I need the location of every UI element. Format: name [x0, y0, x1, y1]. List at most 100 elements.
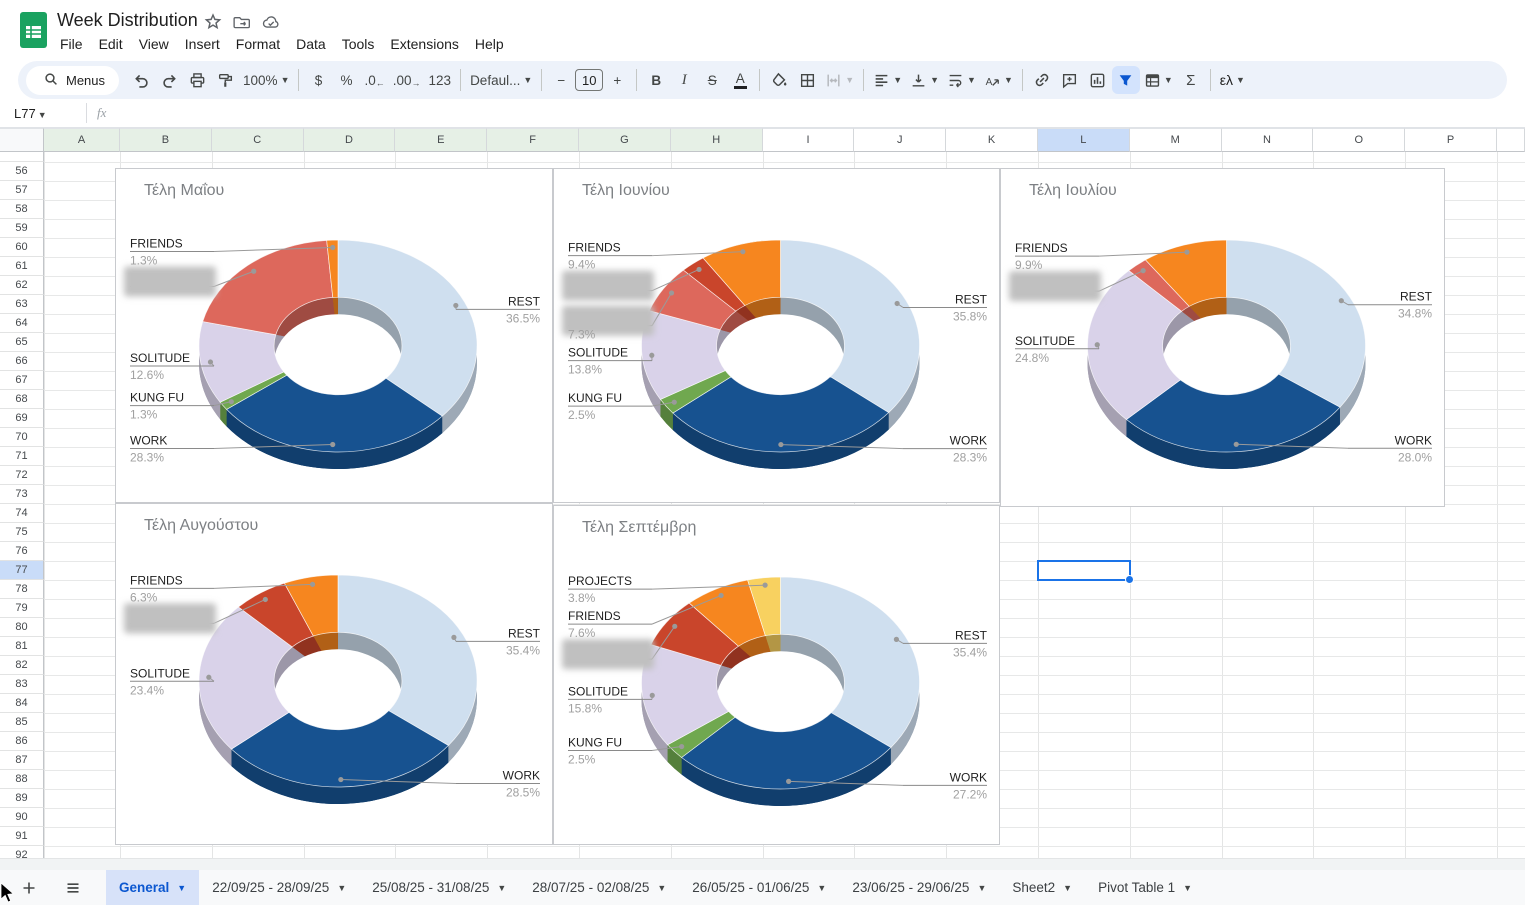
row-header-82[interactable]: 82: [0, 656, 44, 675]
row-header-87[interactable]: 87: [0, 751, 44, 770]
row-header-75[interactable]: 75: [0, 523, 44, 542]
menu-format[interactable]: Format: [228, 33, 288, 55]
row-header-92[interactable]: 92: [0, 846, 44, 858]
select-all-corner[interactable]: [0, 128, 44, 152]
horizontal-scrollbar[interactable]: [0, 858, 1525, 870]
name-box[interactable]: L77▼: [0, 106, 84, 121]
column-header-F[interactable]: F: [487, 128, 579, 152]
increase-font-size-button[interactable]: +: [603, 66, 631, 94]
sheet-tab-28-07-25-02-08-25[interactable]: 28/07/25 - 02/08/25▼: [519, 870, 679, 905]
column-header-O[interactable]: O: [1313, 128, 1405, 152]
sheets-logo-icon[interactable]: [20, 12, 47, 48]
redo-button[interactable]: [155, 66, 183, 94]
sheet-tab-22-09-25-28-09-25[interactable]: 22/09/25 - 28/09/25▼: [199, 870, 359, 905]
menu-edit[interactable]: Edit: [91, 33, 131, 55]
column-header-D[interactable]: D: [304, 128, 396, 152]
paint-format-button[interactable]: [211, 66, 239, 94]
chart-3[interactable]: Τέλη ΙουλίουREST34.8%WORK28.0%SOLITUDE24…: [1000, 168, 1445, 507]
row-header-71[interactable]: 71: [0, 447, 44, 466]
menu-view[interactable]: View: [131, 33, 177, 55]
all-sheets-button[interactable]: [58, 873, 88, 903]
cloud-saved-icon[interactable]: [262, 13, 280, 31]
row-header-61[interactable]: 61: [0, 257, 44, 276]
chevron-down-icon[interactable]: ▼: [1063, 883, 1072, 893]
column-header-I[interactable]: I: [763, 128, 855, 152]
row-header-76[interactable]: 76: [0, 542, 44, 561]
column-header-M[interactable]: M: [1130, 128, 1222, 152]
row-header-65[interactable]: 65: [0, 333, 44, 352]
row-header-85[interactable]: 85: [0, 713, 44, 732]
row-header-56[interactable]: 56: [0, 162, 44, 181]
row-header-73[interactable]: 73: [0, 485, 44, 504]
currency-format-button[interactable]: $: [304, 66, 332, 94]
percent-format-button[interactable]: %: [332, 66, 360, 94]
fill-color-button[interactable]: [765, 66, 793, 94]
menu-data[interactable]: Data: [288, 33, 334, 55]
filter-views-button[interactable]: ▼: [1140, 66, 1177, 94]
row-header-74[interactable]: 74: [0, 504, 44, 523]
row-header-57[interactable]: 57: [0, 181, 44, 200]
strikethrough-button[interactable]: S: [698, 66, 726, 94]
menus-search[interactable]: Menus: [26, 66, 119, 95]
grid-area[interactable]: 5657585960616263646566676869707172737475…: [0, 152, 1525, 858]
chart-1[interactable]: Τέλη ΜαΐουREST36.5%WORK28.3%KUNG FU1.3%S…: [115, 168, 553, 503]
chart-4[interactable]: Τέλη ΑυγούστουREST35.4%WORK28.5%SOLITUDE…: [115, 503, 553, 845]
bold-button[interactable]: B: [642, 66, 670, 94]
undo-button[interactable]: [127, 66, 155, 94]
merge-cells-button[interactable]: ▼: [821, 66, 858, 94]
row-header-86[interactable]: 86: [0, 732, 44, 751]
row-header-60[interactable]: 60: [0, 238, 44, 257]
row-header-69[interactable]: 69: [0, 409, 44, 428]
row-header-90[interactable]: 90: [0, 808, 44, 827]
row-header-80[interactable]: 80: [0, 618, 44, 637]
star-icon[interactable]: [204, 13, 222, 31]
row-header-67[interactable]: 67: [0, 371, 44, 390]
row-header-88[interactable]: 88: [0, 770, 44, 789]
sheet-tab-23-06-25-29-06-25[interactable]: 23/06/25 - 29/06/25▼: [839, 870, 999, 905]
document-title[interactable]: Week Distribution: [57, 10, 198, 31]
insert-link-button[interactable]: [1028, 66, 1056, 94]
row-header-64[interactable]: 64: [0, 314, 44, 333]
chart-5[interactable]: Τέλη ΣεπτέμβρηREST35.4%WORK27.2%KUNG FU2…: [553, 505, 1000, 845]
row-header-partial[interactable]: [0, 152, 44, 162]
row-header-66[interactable]: 66: [0, 352, 44, 371]
chevron-down-icon[interactable]: ▼: [1183, 883, 1192, 893]
row-header-68[interactable]: 68: [0, 390, 44, 409]
column-header-L[interactable]: L: [1038, 128, 1130, 152]
column-header-J[interactable]: J: [854, 128, 946, 152]
column-header-A[interactable]: A: [44, 128, 120, 152]
formula-input[interactable]: [106, 99, 1525, 127]
chevron-down-icon[interactable]: ▼: [177, 883, 186, 893]
create-filter-button[interactable]: [1112, 66, 1140, 94]
font-size-input[interactable]: 10: [575, 69, 603, 91]
sheet-tab-general[interactable]: General▼: [106, 870, 199, 905]
insert-comment-button[interactable]: [1056, 66, 1084, 94]
column-header-partial[interactable]: [1497, 128, 1525, 152]
chart-2[interactable]: Τέλη ΙουνίουREST35.8%WORK28.3%KUNG FU2.5…: [553, 168, 1000, 503]
horizontal-align-button[interactable]: ▼: [869, 66, 906, 94]
row-header-83[interactable]: 83: [0, 675, 44, 694]
sheet-tab-sheet2[interactable]: Sheet2▼: [999, 870, 1085, 905]
input-tools-button[interactable]: ελ▼: [1216, 66, 1249, 94]
chevron-down-icon[interactable]: ▼: [337, 883, 346, 893]
row-header-89[interactable]: 89: [0, 789, 44, 808]
chevron-down-icon[interactable]: ▼: [497, 883, 506, 893]
functions-button[interactable]: Σ: [1177, 66, 1205, 94]
borders-button[interactable]: [793, 66, 821, 94]
column-header-N[interactable]: N: [1222, 128, 1314, 152]
row-header-81[interactable]: 81: [0, 637, 44, 656]
column-header-G[interactable]: G: [579, 128, 671, 152]
menu-extensions[interactable]: Extensions: [382, 33, 466, 55]
menu-insert[interactable]: Insert: [177, 33, 228, 55]
italic-button[interactable]: I: [670, 66, 698, 94]
row-header-58[interactable]: 58: [0, 200, 44, 219]
row-header-84[interactable]: 84: [0, 694, 44, 713]
row-header-77[interactable]: 77: [0, 561, 44, 580]
menu-tools[interactable]: Tools: [334, 33, 383, 55]
increase-decimals-button[interactable]: .00→: [389, 66, 425, 94]
row-header-78[interactable]: 78: [0, 580, 44, 599]
fill-handle[interactable]: [1125, 575, 1134, 584]
row-header-62[interactable]: 62: [0, 276, 44, 295]
row-header-79[interactable]: 79: [0, 599, 44, 618]
row-header-63[interactable]: 63: [0, 295, 44, 314]
